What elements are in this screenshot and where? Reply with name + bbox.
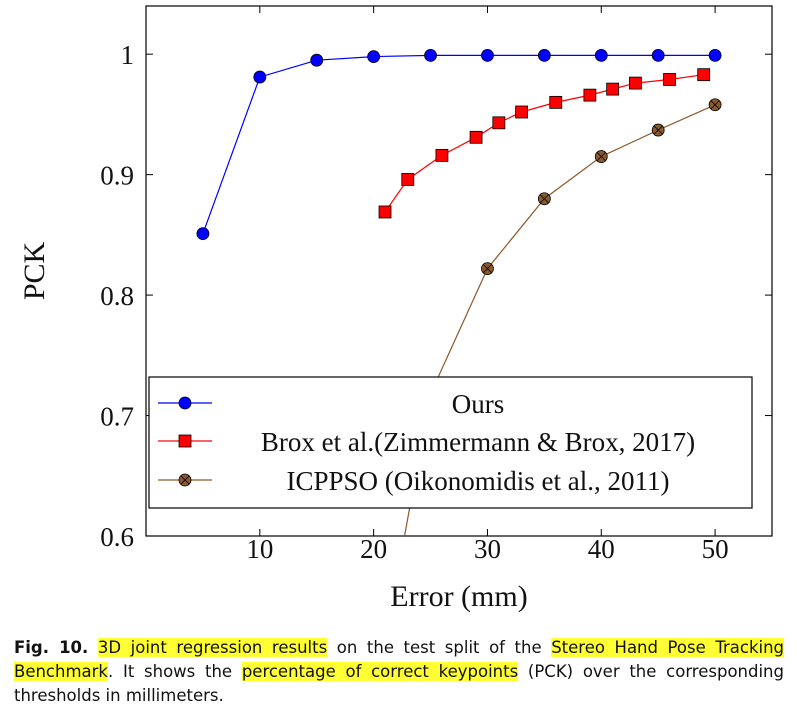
data-point-series-2 <box>651 123 665 137</box>
y-tick-label: 0.8 <box>100 281 134 311</box>
data-point-series-1 <box>629 76 642 90</box>
legend-label-2: ICPPSO (Oikonomidis et al., 2011) <box>286 466 669 496</box>
data-point-series-2 <box>594 150 608 163</box>
data-point-series-1 <box>469 130 483 144</box>
caption-label: Fig. 10. <box>14 638 89 657</box>
marker-cross <box>482 264 492 274</box>
pck-chart: 10 20 30 40 50 0.6 0.7 0.8 0.9 1 Error (mm) PCK Our… <box>18 5 773 613</box>
data-point-series-0 <box>481 48 494 62</box>
data-point-series-2 <box>708 98 722 112</box>
plot-frame <box>145 5 773 537</box>
series-line-1 <box>384 74 704 213</box>
data-point-series-1 <box>401 173 415 186</box>
x-tick-label: 10 <box>246 534 273 564</box>
caption-body: 3D joint regression results on the test … <box>14 638 785 705</box>
x-axis-title: Error (mm) <box>390 580 527 613</box>
data-point-series-1 <box>606 82 620 96</box>
marker-cross <box>539 194 549 204</box>
data-point-series-0 <box>424 48 437 62</box>
y-tick-label: 0.7 <box>100 402 134 432</box>
y-tick-label: 0.9 <box>100 161 134 191</box>
x-tick-label: 50 <box>702 534 729 564</box>
data-point-series-0 <box>708 48 722 62</box>
data-point-series-1 <box>378 205 392 219</box>
data-point-series-1 <box>697 68 711 82</box>
data-point-series-0 <box>310 53 324 67</box>
x-tick-label: 20 <box>360 534 387 564</box>
data-point-series-0 <box>367 50 381 63</box>
caption-highlight: percentage of correct keypoints <box>241 662 519 681</box>
data-point-series-2 <box>481 262 494 275</box>
data-point-series-1 <box>515 105 528 119</box>
data-point-series-1 <box>492 116 506 130</box>
caption-text: on the test split of the <box>327 638 552 657</box>
figure-caption: Fig. 10. 3D joint regression results on … <box>14 636 785 708</box>
series-line-0 <box>202 54 716 234</box>
data-point-series-0 <box>253 70 267 84</box>
data-point-series-1 <box>549 95 563 109</box>
series-line-2 <box>403 104 716 536</box>
data-point-series-1 <box>663 73 676 86</box>
marker-cross <box>180 475 190 485</box>
data-point-series-1 <box>435 148 449 162</box>
caption-text: . It shows the <box>107 662 242 681</box>
marker-cross <box>596 152 606 162</box>
legend-box <box>148 376 753 509</box>
data-point-series-0 <box>594 48 608 62</box>
legend-marker-0 <box>178 396 192 410</box>
y-axis-title: PCK <box>18 241 51 300</box>
data-point-series-1 <box>583 88 597 102</box>
data-point-series-0 <box>651 48 665 62</box>
legend-marker-1 <box>178 434 192 448</box>
data-point-series-0 <box>196 227 210 241</box>
marker-cross <box>710 100 720 110</box>
y-tick-label: 1 <box>121 40 135 70</box>
x-tick-label: 30 <box>474 534 501 564</box>
marker-cross <box>653 125 663 135</box>
x-tick-label: 40 <box>588 534 615 564</box>
y-tick-label: 0.6 <box>100 522 134 552</box>
legend-marker-2 <box>178 473 192 487</box>
data-point-series-0 <box>537 48 551 62</box>
data-point-series-2 <box>537 192 551 206</box>
caption-highlight: 3D joint regression results <box>97 638 328 657</box>
caption-text: (PCK) over the corresponding thresholds … <box>14 662 784 705</box>
legend-label-0: Ours <box>452 389 505 419</box>
legend-label-1: Brox et al.(Zimmermann & Brox, 2017) <box>261 427 695 457</box>
